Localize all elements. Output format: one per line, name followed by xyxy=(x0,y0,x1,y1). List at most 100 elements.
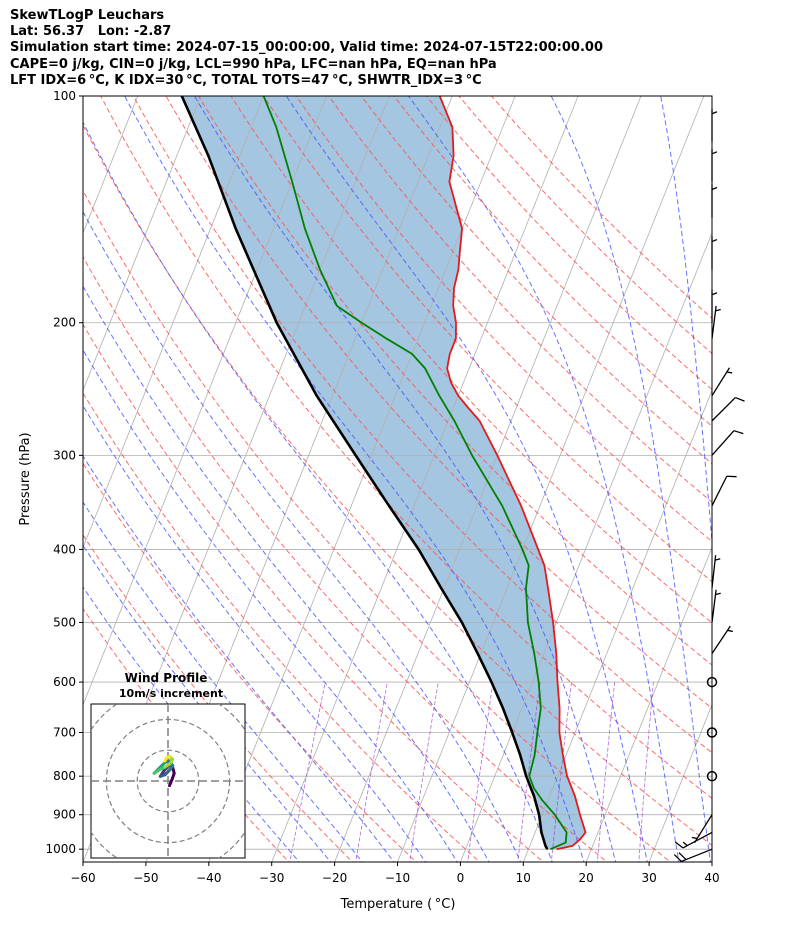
dry-adiabat xyxy=(230,96,712,624)
moist-adiabat xyxy=(124,96,585,862)
wind-barb xyxy=(711,430,744,456)
barb-half-flag xyxy=(714,558,721,561)
barb-half-flag xyxy=(726,371,733,374)
isotherm xyxy=(0,96,75,862)
stability-line: CAPE=0 j/kg, CIN=0 j/kg, LCL=990 hPa, LF… xyxy=(10,56,497,72)
wind-barb xyxy=(711,625,733,654)
mixing-ratio-line xyxy=(596,682,616,862)
x-tick-label: 10 xyxy=(516,871,531,885)
barb-flag xyxy=(674,841,684,849)
isotherm xyxy=(775,96,794,862)
barb-shaft xyxy=(711,367,731,397)
wind-barb xyxy=(711,475,737,507)
barb-half-flag xyxy=(727,629,733,633)
dry-adiabat xyxy=(100,96,712,799)
mixing-ratio-line xyxy=(409,682,439,862)
dry-adiabat xyxy=(83,392,481,862)
mixing-ratio-line xyxy=(467,682,494,862)
y-axis-label: Pressure (hPa) xyxy=(18,432,33,525)
isotherm xyxy=(397,96,705,862)
barb-shaft xyxy=(711,475,728,507)
isotherm xyxy=(83,96,139,235)
barb-half-flag xyxy=(691,836,698,840)
wind-barb xyxy=(691,814,713,844)
parcel-line xyxy=(180,96,549,850)
calm-wind-circle xyxy=(706,676,718,688)
wind-barb xyxy=(711,396,745,422)
cape-fill xyxy=(181,96,586,850)
y-tick-label: 700 xyxy=(53,726,76,740)
hodograph-inset: Wind Profile 10m/s increment xyxy=(90,671,246,859)
x-tick-label: −50 xyxy=(133,871,158,885)
hodograph-plot xyxy=(91,704,245,858)
barb-shaft xyxy=(711,397,736,422)
dry-adiabat xyxy=(83,255,608,862)
moist-adiabat xyxy=(83,210,522,862)
wind-barb xyxy=(711,289,718,323)
calm-wind-circle xyxy=(706,727,718,738)
isotherm xyxy=(271,96,579,862)
x-tick-label: −30 xyxy=(259,871,284,885)
isotherm xyxy=(0,96,12,862)
location-line: Lat: 56.37 Lon: -2.87 xyxy=(10,24,172,40)
y-tick-label: 800 xyxy=(53,769,76,783)
axis-ticks: −60 −50 −40 −30 −20 −10 0 10 20 30 40 100 200 300 400 5… xyxy=(45,89,719,885)
y-tick-label: 300 xyxy=(53,448,76,462)
barb-half-flag xyxy=(715,308,721,312)
moist-adiabat xyxy=(83,501,363,862)
moist-adiabat xyxy=(83,121,553,862)
barb-shaft xyxy=(711,555,717,589)
dry-adiabat xyxy=(197,96,712,666)
y-tick-label: 400 xyxy=(53,542,76,556)
y-tick-label: 200 xyxy=(53,316,76,330)
isotherm xyxy=(83,96,327,706)
wind-barb xyxy=(711,367,733,397)
dry-adiabat xyxy=(83,462,417,862)
moist-adiabat xyxy=(193,96,617,862)
temperature-line xyxy=(438,96,587,851)
moist-adiabat xyxy=(660,96,712,547)
mixing-ratio-line xyxy=(638,682,654,862)
wind-barb xyxy=(706,770,718,782)
barb-shaft xyxy=(711,305,717,339)
wind-barb xyxy=(711,184,718,218)
x-tick-label: −10 xyxy=(385,871,410,885)
x-tick-label: 30 xyxy=(641,871,656,885)
cape-shaded-area xyxy=(181,96,586,850)
time-line: Simulation start time: 2024-07-15_00:00:… xyxy=(10,40,603,56)
hodograph-trace xyxy=(163,756,168,763)
mixing-ratio-line xyxy=(550,682,572,862)
dry-adiabat xyxy=(83,534,354,862)
y-tick-label: 600 xyxy=(53,675,76,689)
barb-half-flag xyxy=(682,841,688,847)
barb-flag xyxy=(735,396,745,402)
mixing-ratio-line xyxy=(289,682,326,862)
wind-barb xyxy=(711,555,721,589)
isotherm xyxy=(522,389,712,862)
moist-adiabat xyxy=(83,455,395,862)
wind-barb xyxy=(711,305,721,339)
y-tick-label: 900 xyxy=(53,808,76,822)
x-tick-label: 20 xyxy=(579,871,594,885)
moist-adiabat xyxy=(83,404,427,862)
x-tick-label: 40 xyxy=(704,871,719,885)
isotherm xyxy=(648,703,712,862)
isotherm xyxy=(83,96,264,549)
dry-adiabat xyxy=(295,96,712,543)
barb-shaft xyxy=(693,814,713,844)
dewpoint-line xyxy=(262,96,568,851)
moist-adiabat xyxy=(83,285,490,862)
barb-shaft xyxy=(682,831,713,849)
isotherm xyxy=(460,231,712,862)
barb-flag xyxy=(678,852,687,861)
wind-barb xyxy=(673,848,713,863)
wind-barb xyxy=(711,108,718,142)
isotherm xyxy=(334,96,642,862)
hodograph-ring xyxy=(136,749,200,813)
hodograph-subtitle: 10m/s increment xyxy=(119,687,223,700)
moist-adiabat xyxy=(550,96,711,862)
barb-shaft xyxy=(681,848,713,863)
barb-half-flag xyxy=(711,186,718,191)
dry-adiabat xyxy=(132,96,712,754)
